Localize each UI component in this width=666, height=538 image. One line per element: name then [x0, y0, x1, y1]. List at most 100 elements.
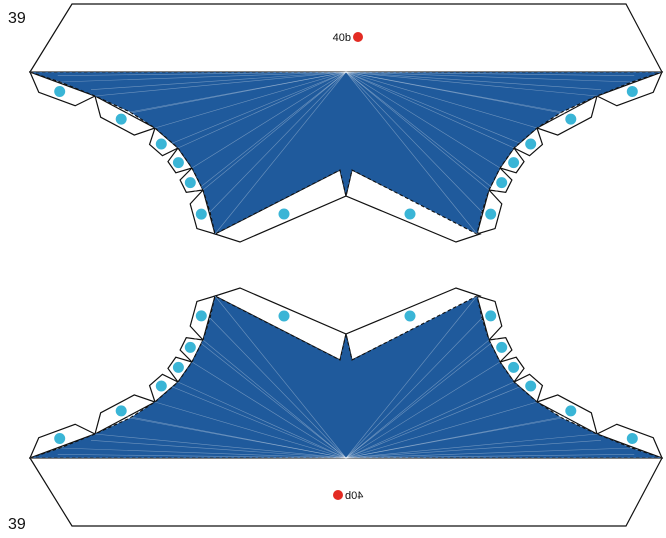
fold-line	[345, 454, 635, 459]
marker-dot-bottom	[333, 490, 343, 500]
fold-line	[345, 339, 490, 459]
fold-line	[345, 71, 501, 169]
fold-lines-top	[30, 71, 662, 235]
page-number-top: 39	[8, 10, 26, 27]
fold-line	[345, 71, 635, 76]
fold-line	[345, 433, 598, 459]
fold-line	[345, 71, 515, 149]
fold-line	[345, 417, 563, 459]
fold-line	[345, 71, 563, 113]
fold-line	[129, 71, 347, 113]
glue-dot	[172, 361, 184, 373]
glue-dot	[404, 208, 416, 220]
glue-dot	[195, 310, 207, 322]
glue-dot	[565, 405, 577, 417]
fold-line	[345, 295, 478, 459]
glue-dot	[115, 113, 127, 125]
glue-dot	[508, 157, 520, 169]
fold-line	[345, 380, 535, 459]
glue-dot	[54, 433, 66, 444]
fold-line	[59, 71, 347, 83]
glue-dot	[496, 177, 508, 189]
glue-dots-bottom	[54, 310, 638, 444]
fold-line	[214, 295, 347, 459]
fold-line	[191, 71, 347, 169]
fold-line	[209, 71, 347, 213]
fold-line	[345, 71, 490, 191]
fold-line	[202, 71, 347, 191]
glue-dot	[172, 157, 184, 169]
fold-line	[202, 339, 347, 459]
fold-line	[91, 71, 347, 90]
glue-dot	[496, 341, 508, 353]
fold-line	[345, 381, 515, 459]
fold-line	[157, 71, 347, 150]
glue-dot	[626, 433, 638, 444]
fold-line	[177, 71, 347, 149]
fold-line	[59, 447, 347, 459]
glue-dot	[626, 86, 638, 97]
fold-line	[345, 317, 483, 459]
fold-line	[94, 433, 347, 459]
fold-line	[345, 71, 598, 97]
fold-line	[57, 454, 347, 459]
fold-line	[345, 335, 502, 459]
fold-line	[345, 71, 601, 90]
fold-line	[345, 71, 535, 150]
glue-dot	[278, 310, 290, 322]
glue-dot	[184, 177, 196, 189]
part-label-top: 40b	[333, 32, 351, 44]
fold-line	[57, 71, 347, 76]
glue-dot	[278, 208, 290, 220]
fold-line	[157, 380, 347, 459]
glue-dot	[525, 138, 537, 150]
fold-line	[345, 71, 502, 195]
net-piece-top: 40b	[28, 3, 664, 243]
fold-line	[345, 447, 633, 459]
fold-lines-bottom	[30, 295, 662, 459]
fold-line	[154, 401, 347, 459]
fold-line	[190, 335, 347, 459]
fold-line	[124, 415, 347, 459]
glue-dot	[155, 138, 167, 150]
fold-line	[190, 71, 347, 195]
glue-dot	[404, 310, 416, 322]
glue-dot	[195, 208, 207, 220]
fold-line	[345, 71, 633, 83]
glue-dots-top	[54, 86, 638, 220]
part-label-bottom-rotated: 40b	[345, 490, 363, 502]
blue-face-top	[29, 71, 663, 235]
fold-line	[129, 417, 347, 459]
fold-line	[124, 71, 347, 115]
fold-line	[345, 415, 568, 459]
glue-dot	[485, 310, 497, 322]
fold-line	[345, 361, 501, 459]
glue-dot	[565, 113, 577, 125]
marker-dot-top	[353, 32, 363, 42]
glue-dot	[115, 405, 127, 417]
net-piece-bottom: 40b	[28, 287, 664, 527]
fold-line	[209, 317, 347, 459]
fold-line	[345, 71, 538, 129]
fold-line	[154, 71, 347, 129]
glue-dot	[508, 361, 520, 373]
fold-line	[345, 401, 538, 459]
page-number-bottom: 39	[8, 516, 26, 533]
glue-dot	[155, 380, 167, 392]
fold-line	[214, 71, 347, 235]
glue-dot	[184, 341, 196, 353]
fold-line	[91, 440, 347, 459]
fold-line	[345, 71, 568, 115]
glue-dot	[485, 208, 497, 220]
fold-line	[191, 361, 347, 459]
glue-dot	[54, 86, 66, 97]
fold-line	[345, 71, 478, 235]
fold-line	[177, 381, 347, 459]
glue-dot	[525, 380, 537, 392]
fold-line	[94, 71, 347, 97]
blue-face-bottom	[29, 295, 663, 459]
fold-line	[345, 440, 601, 459]
fold-line	[345, 71, 483, 213]
